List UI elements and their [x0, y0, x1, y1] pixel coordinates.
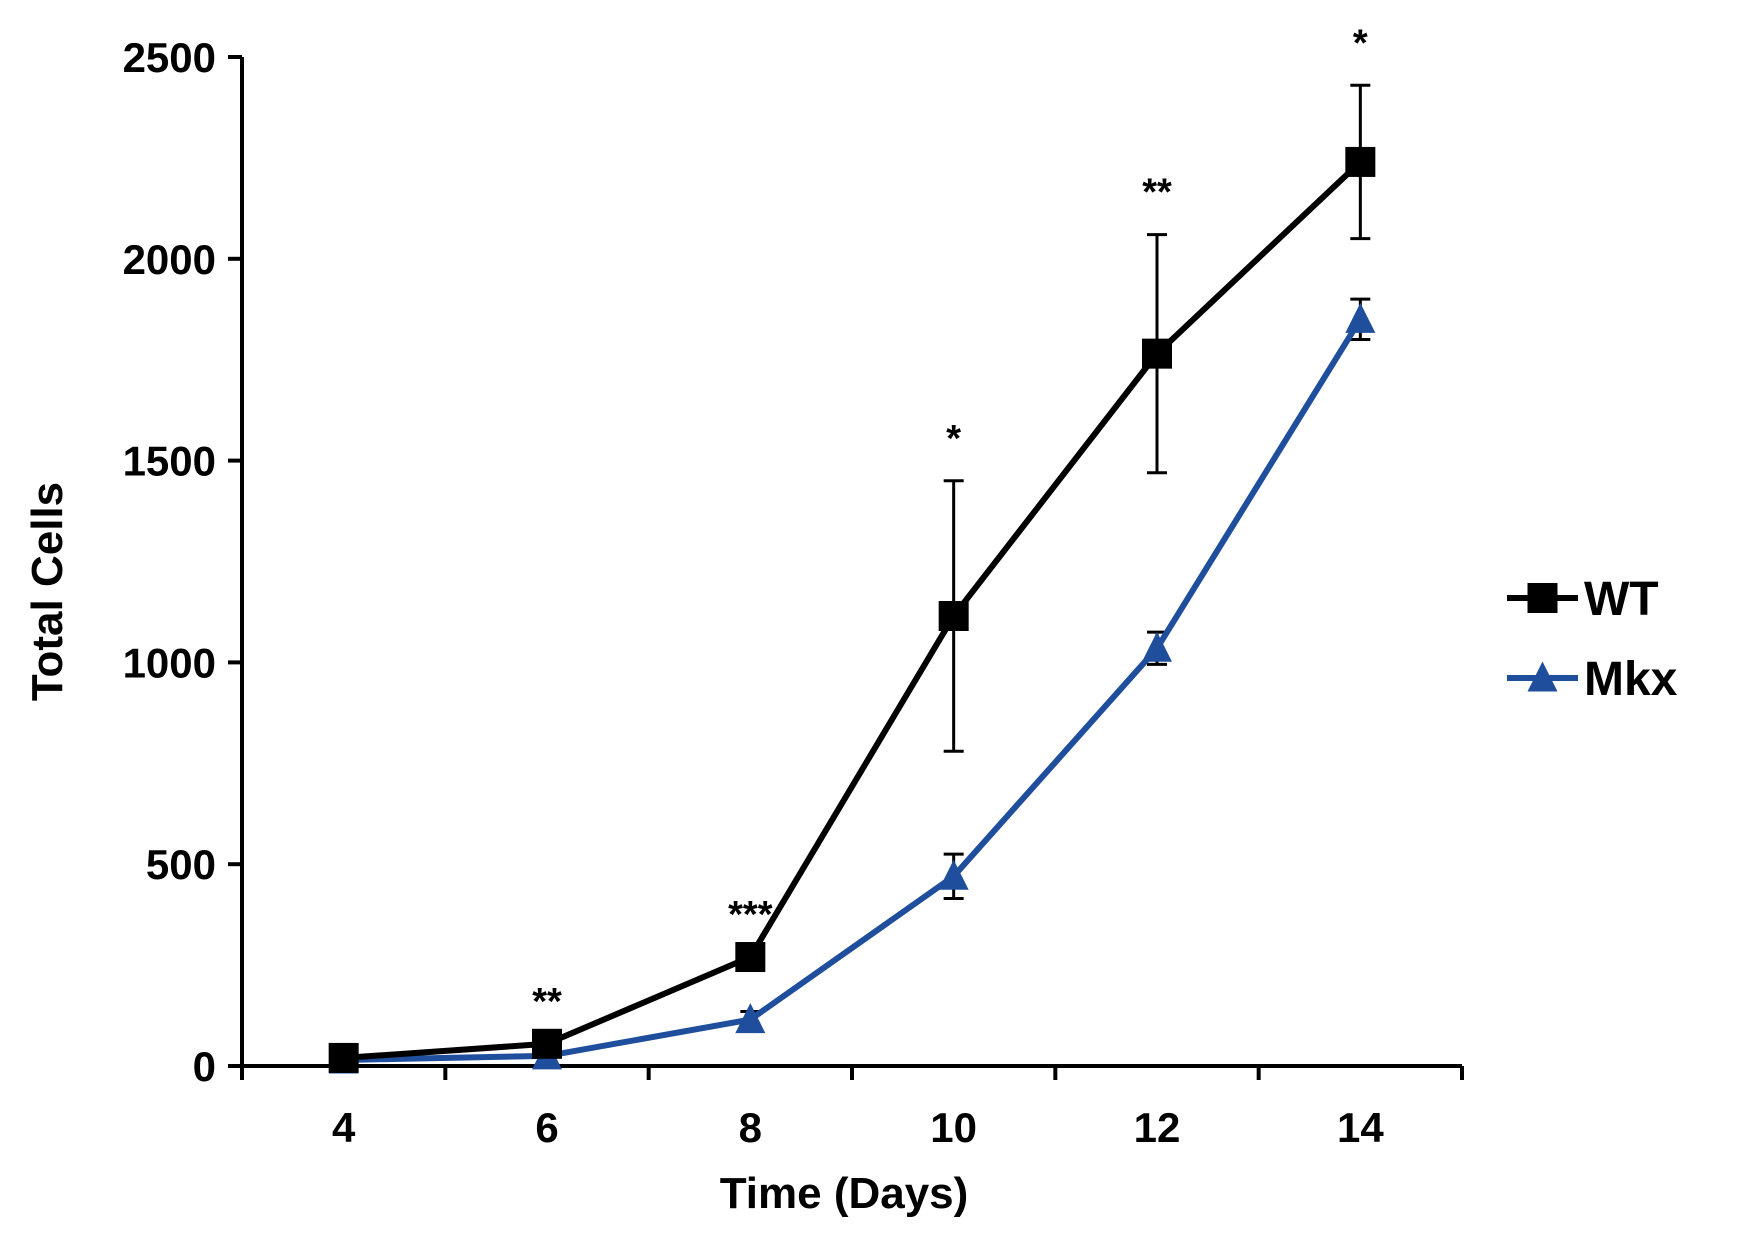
x-tick-label: 6 — [535, 1104, 558, 1151]
data-markers — [328, 146, 1376, 1074]
legend-mkx-label: Mkx — [1584, 653, 1678, 706]
significance-annotations: ********* — [532, 22, 1368, 1023]
y-axis-title: Total Cells — [23, 482, 72, 701]
y-tick-label: 2000 — [123, 236, 216, 283]
significance-label: ** — [1142, 172, 1172, 214]
x-tick-label: 12 — [1134, 1104, 1181, 1151]
mkx-data-point — [735, 1003, 766, 1034]
error-bars — [740, 83, 1371, 1030]
y-tick-label: 500 — [146, 841, 216, 888]
significance-label: *** — [728, 894, 773, 936]
legend-mkx-marker — [1527, 661, 1558, 692]
mkx-series-line — [343, 317, 1363, 1063]
x-axis-title: Time (Days) — [720, 1169, 969, 1218]
y-tick-label: 0 — [193, 1043, 216, 1090]
mkx-data-point — [938, 859, 969, 890]
x-tick-label: 14 — [1337, 1104, 1384, 1151]
y-tick-label: 2500 — [123, 34, 216, 81]
legend-wt-marker — [1527, 583, 1558, 613]
x-tick-label: 4 — [332, 1104, 356, 1151]
significance-label: ** — [532, 981, 562, 1023]
wt-data-point — [532, 1028, 562, 1059]
wt-data-point — [1345, 146, 1376, 177]
significance-label: * — [1353, 22, 1368, 64]
wt-data-point — [328, 1042, 359, 1073]
mkx-data-point — [1345, 302, 1376, 333]
wt-data-point — [938, 600, 969, 631]
legend-wt-label: WT — [1584, 573, 1659, 626]
y-tick-label: 1500 — [123, 438, 216, 485]
legend: WT Mkx — [1507, 573, 1678, 706]
axes: 0 500 1000 1500 2000 2500 4 6 8 10 12 14 Time (Days)… — [23, 34, 1464, 1218]
wt-data-point — [1142, 338, 1172, 369]
x-tick-label: 8 — [739, 1104, 762, 1151]
mkx-data-point — [1142, 631, 1172, 662]
x-tick-label: 10 — [930, 1104, 977, 1151]
y-tick-label: 1000 — [123, 639, 216, 686]
wt-data-point — [735, 942, 766, 973]
series-lines — [343, 159, 1363, 1063]
significance-label: * — [946, 418, 961, 460]
wt-series-line — [343, 159, 1363, 1061]
